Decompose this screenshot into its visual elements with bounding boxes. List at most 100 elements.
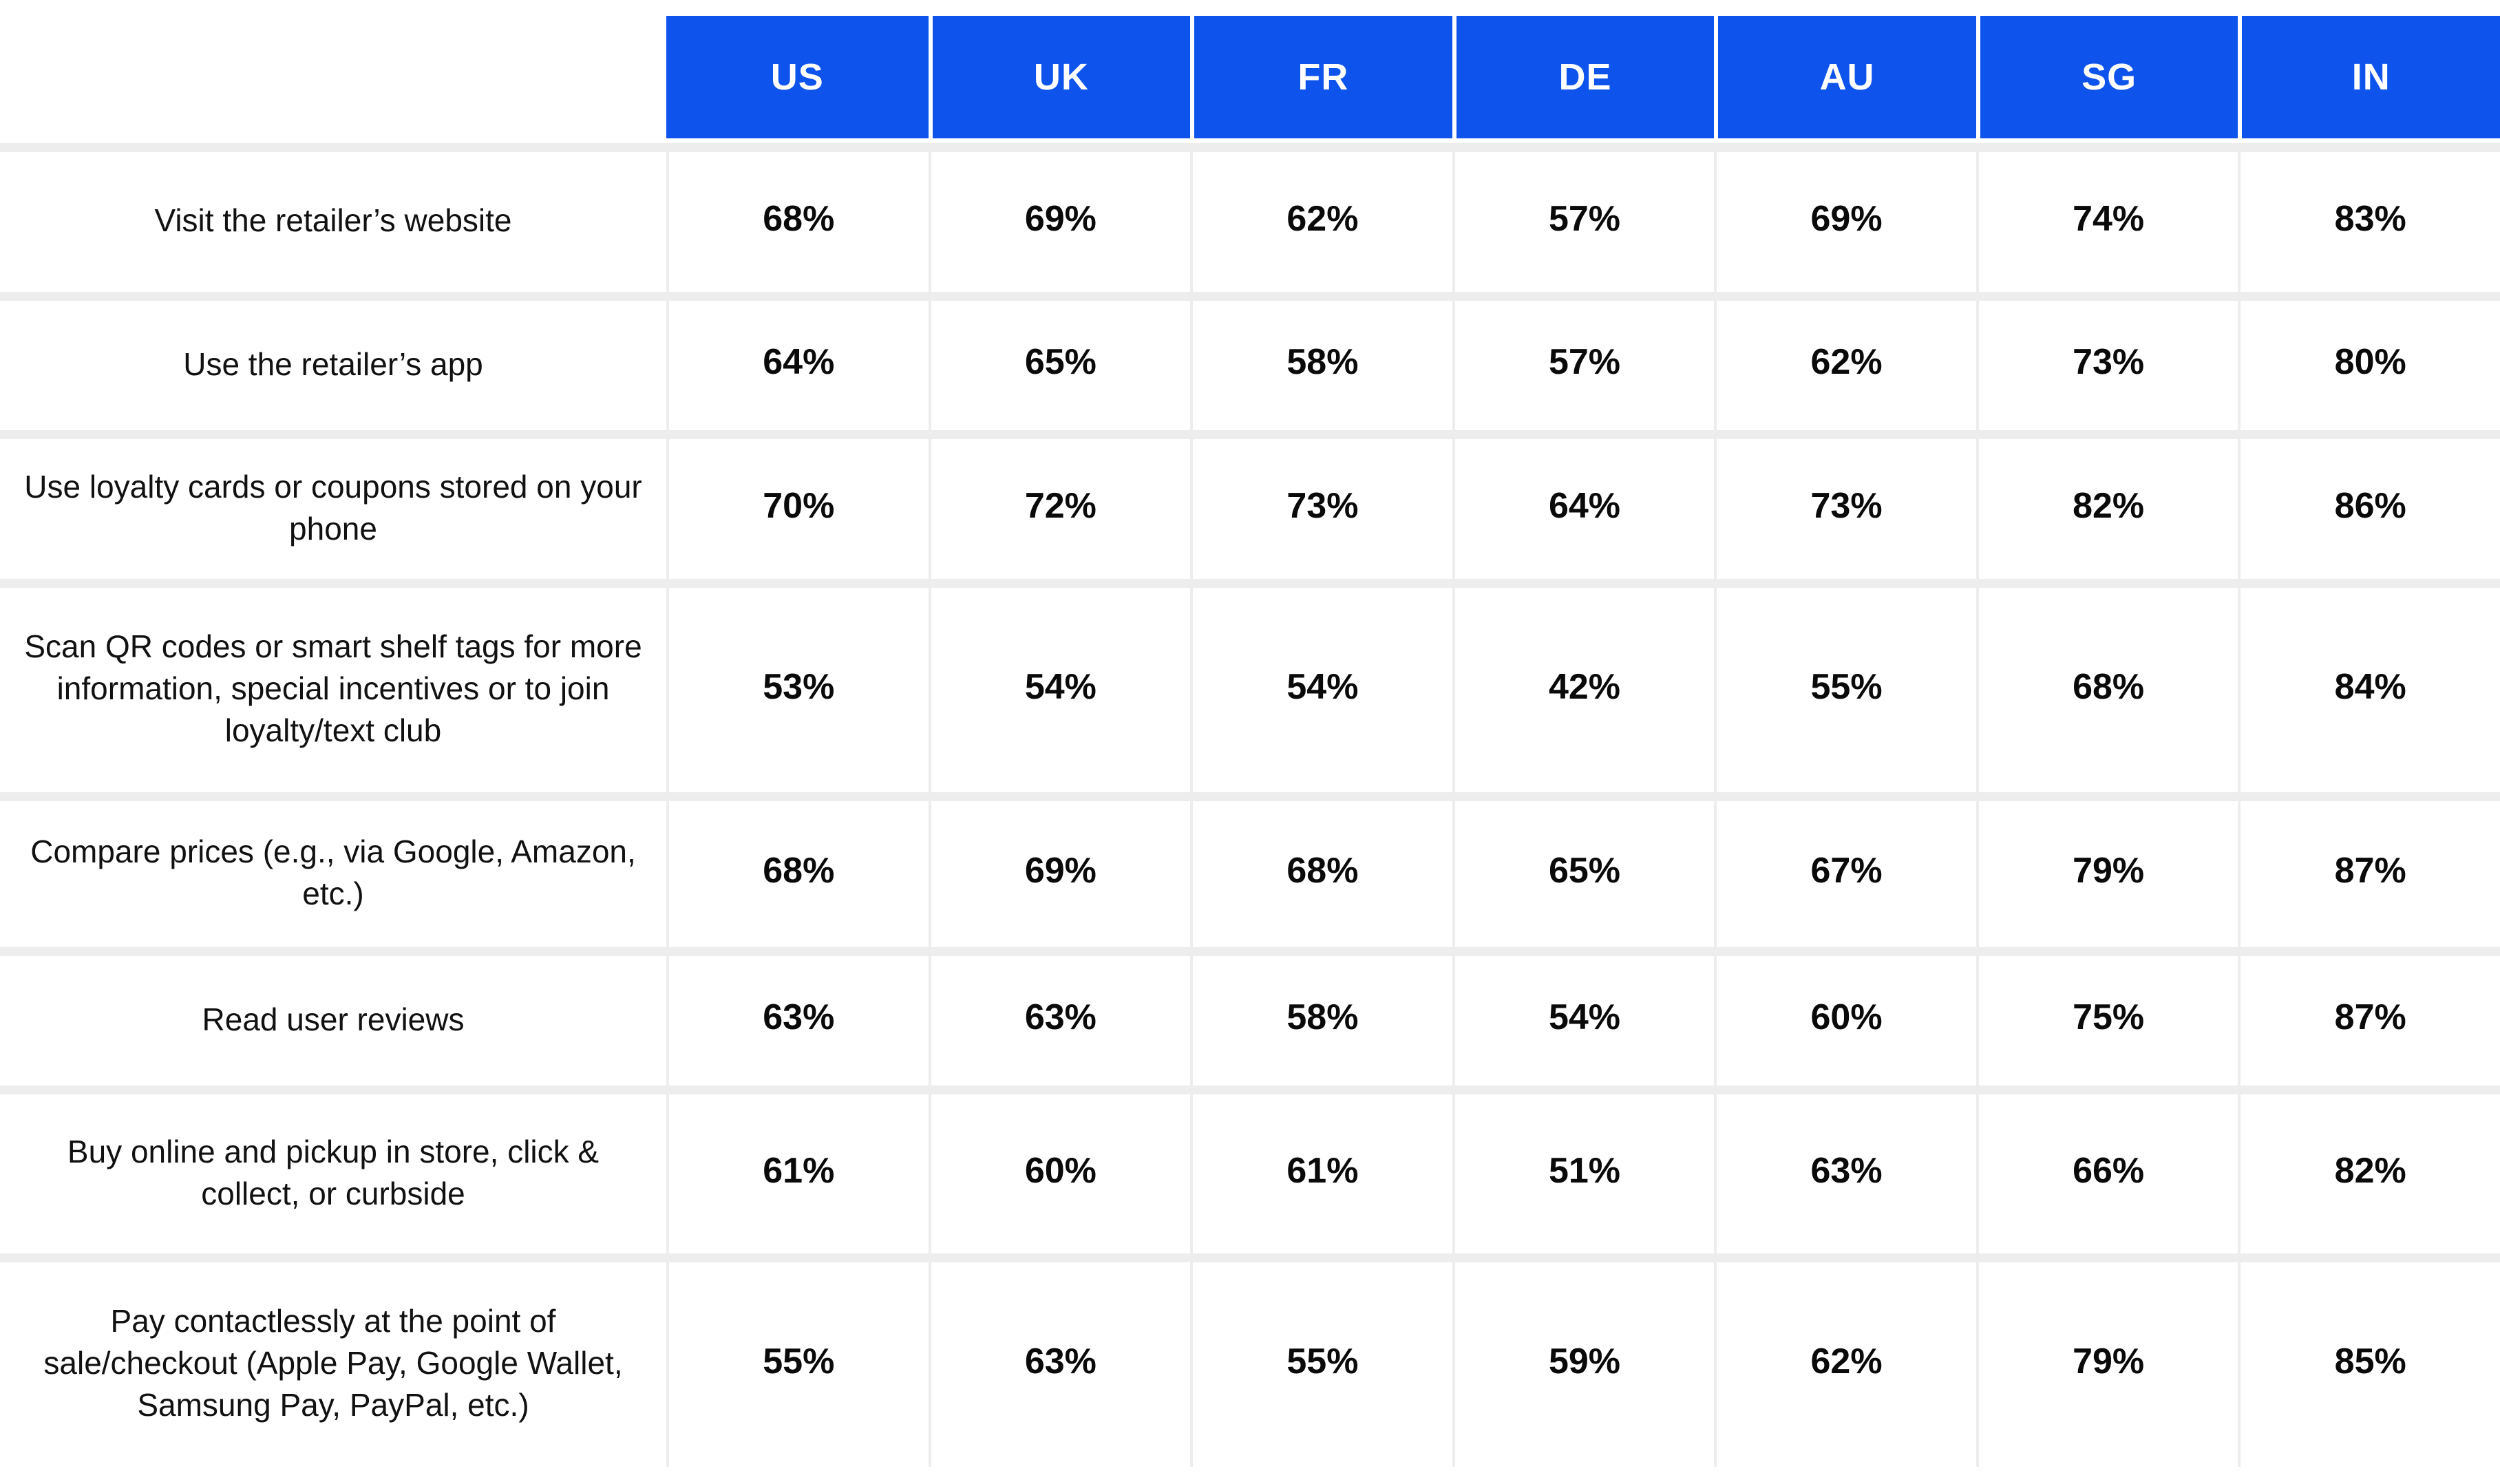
value-cell: 42% — [1452, 579, 1715, 792]
value-text: 73% — [1286, 485, 1359, 526]
value-text: 61% — [763, 1150, 835, 1191]
value-text: 55% — [763, 1341, 835, 1381]
value-cell: 61% — [1190, 1085, 1452, 1253]
value-cell: 69% — [928, 792, 1191, 947]
value-cell: 82% — [1975, 430, 2238, 579]
column-header-label: IN — [2351, 56, 2391, 98]
value-cell: 58% — [1190, 292, 1452, 430]
value-text: 58% — [1286, 342, 1359, 382]
column-header-label: SG — [2081, 56, 2137, 98]
value-cell: 64% — [666, 292, 929, 430]
value-cell: 62% — [1714, 1253, 1976, 1467]
value-text: 54% — [1548, 997, 1621, 1037]
row-label-text: Compare prices (e.g., via Google, Amazon… — [30, 834, 636, 911]
value-text: 65% — [1024, 342, 1097, 382]
column-header-us: US — [666, 16, 929, 138]
value-cell: 63% — [928, 947, 1191, 1085]
value-text: 54% — [1024, 666, 1097, 707]
value-cell: 55% — [1714, 579, 1976, 792]
column-header-au: AU — [1714, 16, 1976, 138]
value-text: 69% — [1024, 851, 1097, 891]
column-header-sg: SG — [1975, 16, 2238, 138]
value-cell: 73% — [1975, 292, 2238, 430]
value-cell: 75% — [1975, 947, 2238, 1085]
value-cell: 70% — [666, 430, 929, 579]
column-header-label: DE — [1558, 56, 1612, 98]
value-text: 73% — [2073, 342, 2145, 382]
value-text: 63% — [1024, 1341, 1097, 1381]
column-header-label: UK — [1033, 56, 1089, 98]
value-cell: 69% — [928, 143, 1191, 292]
value-text: 74% — [2073, 198, 2145, 239]
value-text: 82% — [2073, 485, 2145, 526]
value-cell: 63% — [666, 947, 929, 1085]
value-cell: 61% — [666, 1085, 929, 1253]
value-cell: 82% — [2238, 1085, 2500, 1253]
value-cell: 68% — [1190, 792, 1452, 947]
value-text: 69% — [1024, 198, 1097, 239]
column-header-in: IN — [2238, 16, 2500, 138]
value-cell: 85% — [2238, 1253, 2500, 1467]
value-cell: 79% — [1975, 1253, 2238, 1467]
value-cell: 54% — [1190, 579, 1452, 792]
value-text: 82% — [2334, 1150, 2406, 1191]
value-cell: 63% — [928, 1253, 1191, 1467]
value-text: 72% — [1024, 485, 1097, 526]
column-header-label: AU — [1819, 56, 1875, 98]
value-cell: 60% — [928, 1085, 1191, 1253]
value-text: 57% — [1548, 342, 1621, 382]
value-text: 69% — [1810, 198, 1883, 239]
value-cell: 54% — [928, 579, 1191, 792]
value-text: 87% — [2334, 851, 2406, 891]
column-header-label: FR — [1297, 56, 1349, 98]
column-header-uk: UK — [928, 16, 1191, 138]
value-text: 84% — [2334, 666, 2406, 707]
row-label: Scan QR codes or smart shelf tags for mo… — [0, 579, 666, 792]
value-cell: 67% — [1714, 792, 1976, 947]
value-cell: 84% — [2238, 579, 2500, 792]
value-text: 55% — [1810, 666, 1883, 707]
value-text: 68% — [763, 198, 835, 239]
value-cell: 87% — [2238, 792, 2500, 947]
value-text: 53% — [763, 666, 835, 707]
row-label-text: Read user reviews — [202, 1001, 465, 1037]
value-text: 79% — [2073, 1341, 2145, 1381]
value-text: 73% — [1810, 485, 1883, 526]
value-text: 66% — [2073, 1150, 2145, 1191]
value-cell: 55% — [1190, 1253, 1452, 1467]
value-text: 55% — [1286, 1341, 1359, 1381]
data-table: US UK FR DE AU SG IN Visit the retailer’s websi… — [0, 16, 2500, 1467]
value-cell: 79% — [1975, 792, 2238, 947]
value-text: 70% — [763, 485, 835, 526]
value-cell: 80% — [2238, 292, 2500, 430]
row-label: Read user reviews — [0, 947, 666, 1085]
value-text: 68% — [2073, 666, 2145, 707]
value-cell: 53% — [666, 579, 929, 792]
value-text: 62% — [1810, 342, 1883, 382]
value-cell: 68% — [666, 792, 929, 947]
value-cell: 73% — [1714, 430, 1976, 579]
value-text: 54% — [1286, 666, 1359, 707]
value-text: 62% — [1810, 1341, 1883, 1381]
row-label: Buy online and pickup in store, click & … — [0, 1085, 666, 1253]
value-cell: 59% — [1452, 1253, 1715, 1467]
value-cell: 55% — [666, 1253, 929, 1467]
corner-cell — [0, 16, 666, 143]
row-label: Use the retailer’s app — [0, 292, 666, 430]
value-text: 64% — [763, 342, 835, 382]
value-text: 61% — [1286, 1150, 1359, 1191]
value-text: 87% — [2334, 997, 2406, 1037]
value-text: 63% — [763, 997, 835, 1037]
row-label-text: Visit the retailer’s website — [154, 202, 512, 239]
value-cell: 65% — [928, 292, 1191, 430]
value-text: 68% — [1286, 851, 1359, 891]
value-text: 67% — [1810, 851, 1883, 891]
value-cell: 57% — [1452, 292, 1715, 430]
row-label-text: Buy online and pickup in store, click & … — [67, 1133, 600, 1211]
value-text: 79% — [2073, 851, 2145, 891]
value-text: 63% — [1810, 1150, 1883, 1191]
value-text: 86% — [2334, 485, 2406, 526]
value-cell: 62% — [1714, 292, 1976, 430]
value-cell: 86% — [2238, 430, 2500, 579]
